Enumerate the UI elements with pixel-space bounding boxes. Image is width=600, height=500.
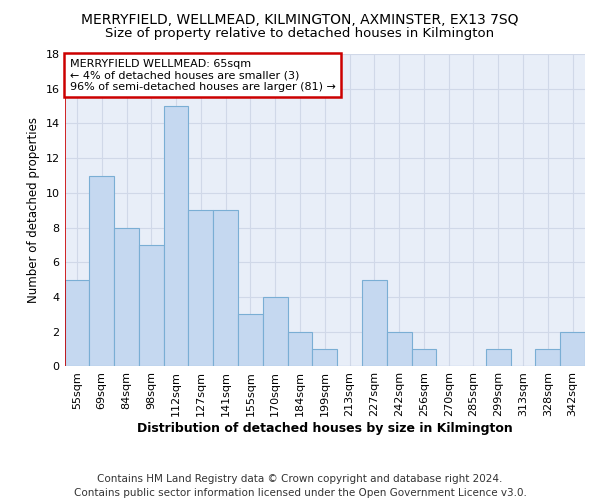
Bar (263, 297, 287, 366)
Bar (362, 280, 387, 366)
Text: Size of property relative to detached houses in Kilmington: Size of property relative to detached ho… (106, 28, 494, 40)
Bar (89, 176, 114, 366)
Bar (313, 349, 337, 366)
Y-axis label: Number of detached properties: Number of detached properties (27, 117, 40, 303)
Bar (535, 349, 560, 366)
Bar (560, 332, 585, 366)
Bar (412, 349, 436, 366)
Bar (139, 245, 164, 366)
Bar (164, 106, 188, 366)
Bar (287, 332, 313, 366)
Bar (114, 228, 139, 366)
Bar (65, 280, 89, 366)
Text: MERRYFIELD WELLMEAD: 65sqm
← 4% of detached houses are smaller (3)
96% of semi-d: MERRYFIELD WELLMEAD: 65sqm ← 4% of detac… (70, 58, 335, 92)
Bar (486, 349, 511, 366)
Text: Contains HM Land Registry data © Crown copyright and database right 2024.
Contai: Contains HM Land Registry data © Crown c… (74, 474, 526, 498)
Bar (387, 332, 412, 366)
X-axis label: Distribution of detached houses by size in Kilmington: Distribution of detached houses by size … (137, 422, 512, 435)
Bar (188, 210, 213, 366)
Text: MERRYFIELD, WELLMEAD, KILMINGTON, AXMINSTER, EX13 7SQ: MERRYFIELD, WELLMEAD, KILMINGTON, AXMINS… (81, 12, 519, 26)
Bar (238, 314, 263, 366)
Bar (213, 210, 238, 366)
